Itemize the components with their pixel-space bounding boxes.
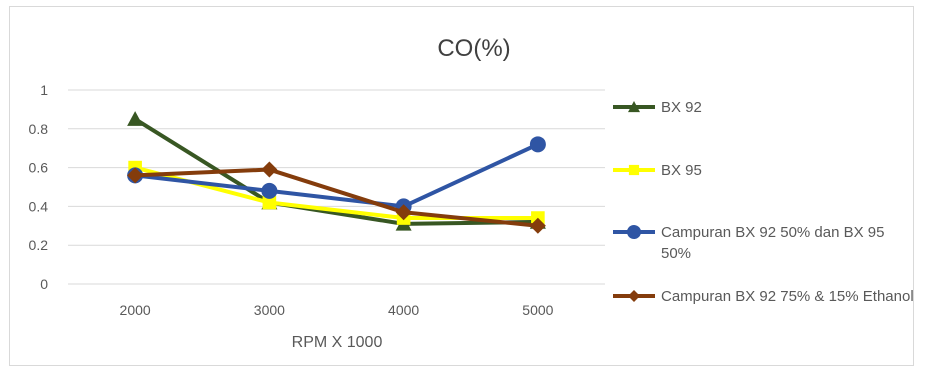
data-point-circle bbox=[261, 182, 278, 199]
gridlines bbox=[68, 89, 605, 285]
x-tick-label: 3000 bbox=[254, 302, 285, 318]
x-tick-label: 4000 bbox=[388, 302, 419, 318]
data-point-triangle bbox=[127, 111, 144, 126]
legend: BX 92 BX 95 Campuran BX 92 50% dan BX 95 50… bbox=[613, 99, 914, 305]
legend-label: BX 92 bbox=[661, 99, 702, 116]
legend-marker-diamond bbox=[628, 290, 640, 302]
legend-marker-triangle bbox=[628, 101, 640, 113]
series-3 bbox=[127, 136, 546, 215]
legend-label: Campuran BX 92 75% & 15% Ethanol bbox=[661, 288, 914, 305]
legend-item-3: Campuran BX 92 50% dan BX 95 50% bbox=[613, 224, 884, 262]
legend-label: BX 95 bbox=[661, 162, 702, 179]
legend-marker-square bbox=[628, 164, 640, 176]
x-axis-ticks: 2000 3000 4000 5000 bbox=[120, 302, 554, 318]
data-point-circle bbox=[529, 136, 546, 153]
data-point-square bbox=[262, 195, 277, 210]
data-point-diamond bbox=[395, 204, 412, 221]
y-tick-label: 0.6 bbox=[29, 160, 49, 176]
series-line bbox=[135, 167, 539, 228]
y-tick-label: 0.8 bbox=[29, 121, 49, 137]
y-axis-ticks: 0 0.2 0.4 0.6 0.8 1 bbox=[29, 82, 49, 292]
legend-item-1: BX 92 bbox=[613, 99, 702, 116]
y-tick-label: 1 bbox=[40, 82, 48, 98]
series-group bbox=[127, 111, 546, 234]
x-axis-label: RPM X 1000 bbox=[292, 334, 383, 351]
series-line bbox=[134, 117, 538, 226]
y-tick-label: 0 bbox=[40, 276, 48, 292]
y-tick-label: 0.4 bbox=[29, 198, 49, 214]
x-tick-label: 2000 bbox=[120, 302, 151, 318]
y-tick-label: 0.2 bbox=[29, 237, 49, 253]
series-4 bbox=[127, 161, 546, 234]
legend-item-4: Campuran BX 92 75% & 15% Ethanol bbox=[613, 288, 914, 305]
data-point-diamond bbox=[127, 167, 144, 184]
chart-title: CO(%) bbox=[437, 35, 510, 62]
legend-label: Campuran BX 92 50% dan BX 95 50% bbox=[661, 224, 884, 262]
data-point-diamond bbox=[529, 217, 546, 234]
legend-item-2: BX 95 bbox=[613, 162, 702, 179]
series-line bbox=[134, 142, 539, 209]
x-tick-label: 5000 bbox=[522, 302, 553, 318]
legend-marker-circle bbox=[627, 225, 641, 239]
chart-frame bbox=[9, 6, 914, 366]
data-point-diamond bbox=[261, 161, 278, 178]
